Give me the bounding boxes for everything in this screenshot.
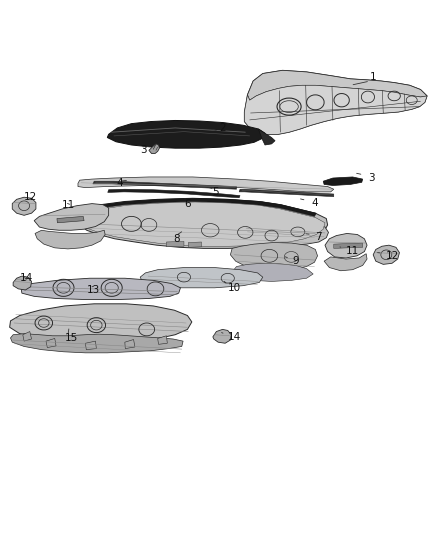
Polygon shape [149, 144, 159, 154]
Polygon shape [10, 304, 192, 343]
Polygon shape [125, 340, 135, 349]
Polygon shape [12, 197, 36, 215]
Polygon shape [243, 221, 328, 245]
Polygon shape [93, 181, 237, 189]
Polygon shape [233, 263, 313, 281]
Polygon shape [324, 254, 367, 271]
Polygon shape [79, 198, 328, 248]
Polygon shape [35, 230, 105, 249]
Text: 12: 12 [24, 192, 37, 202]
Polygon shape [81, 198, 316, 216]
Polygon shape [57, 216, 84, 223]
Text: 1: 1 [370, 72, 377, 82]
Polygon shape [46, 338, 56, 348]
Text: 11: 11 [346, 246, 359, 255]
Polygon shape [80, 202, 325, 246]
Polygon shape [230, 243, 318, 271]
Text: 15: 15 [65, 334, 78, 343]
Text: 12: 12 [385, 251, 399, 261]
Polygon shape [21, 278, 180, 300]
Polygon shape [334, 243, 363, 248]
Text: 13: 13 [87, 286, 100, 295]
Polygon shape [107, 120, 265, 148]
Polygon shape [239, 189, 334, 197]
Text: 14: 14 [20, 273, 33, 283]
Text: 4: 4 [311, 198, 318, 207]
Text: 11: 11 [61, 200, 74, 209]
Polygon shape [244, 70, 427, 134]
Polygon shape [23, 332, 32, 341]
Polygon shape [373, 245, 399, 264]
Polygon shape [258, 129, 275, 145]
Text: 3: 3 [140, 146, 147, 155]
Text: 5: 5 [212, 187, 219, 197]
Polygon shape [140, 268, 263, 288]
Text: 3: 3 [368, 173, 374, 183]
Polygon shape [188, 242, 201, 247]
Polygon shape [325, 233, 367, 258]
Text: 8: 8 [173, 234, 180, 244]
Polygon shape [245, 129, 253, 134]
Polygon shape [108, 189, 240, 198]
Text: 4: 4 [116, 179, 123, 188]
Polygon shape [244, 85, 427, 134]
Polygon shape [11, 334, 183, 353]
Polygon shape [247, 70, 427, 100]
Polygon shape [13, 276, 32, 290]
Text: 14: 14 [228, 332, 241, 342]
Text: 10: 10 [228, 283, 241, 293]
Text: 6: 6 [184, 199, 191, 208]
Polygon shape [166, 241, 184, 247]
Polygon shape [213, 329, 231, 343]
Polygon shape [158, 336, 167, 344]
Polygon shape [78, 177, 334, 192]
Text: 9: 9 [293, 256, 299, 266]
Polygon shape [323, 177, 363, 185]
Text: 2: 2 [219, 123, 226, 133]
Text: 7: 7 [315, 232, 322, 242]
Polygon shape [85, 341, 96, 350]
Polygon shape [34, 204, 109, 230]
